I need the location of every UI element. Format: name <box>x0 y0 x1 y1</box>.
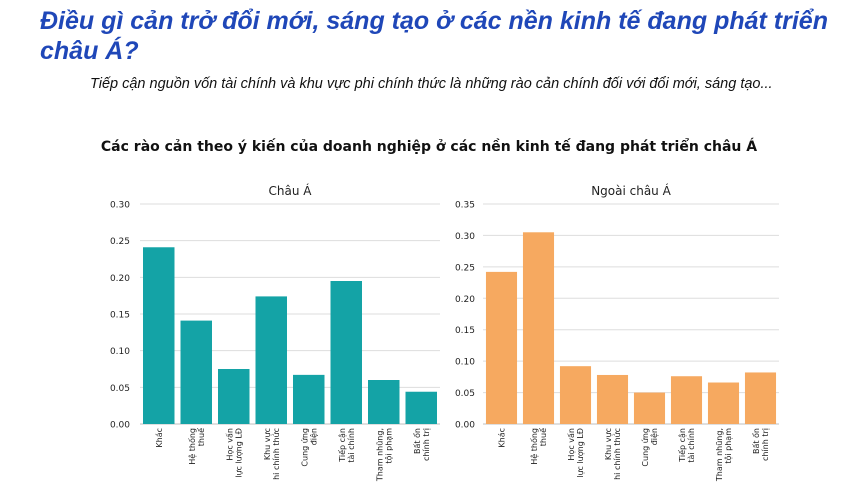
x-tick-label: Tiếp cậntài chính <box>677 428 696 463</box>
x-tick-label-line: Khu vực <box>604 428 614 460</box>
x-tick-label-line: Hệ thống <box>529 428 539 465</box>
x-tick-label-line: thuế <box>196 428 206 446</box>
x-tick-label-line: tài chính <box>347 428 356 463</box>
bar <box>255 296 287 424</box>
x-tick-label: Học vấnlực lượng LĐ <box>224 428 244 478</box>
y-tick-label: 0.30 <box>110 201 130 211</box>
x-tick-label: Học vấnlực lượng LĐ <box>566 428 586 478</box>
x-tick-label: Bất ổnchính trị <box>412 428 432 461</box>
panel-title: Châu Á <box>269 183 313 198</box>
x-tick-label-line: Tiếp cận <box>677 428 688 463</box>
y-tick-label: 0.10 <box>455 358 475 368</box>
bar <box>596 374 629 424</box>
x-tick-label-line: Khu vực <box>263 428 273 460</box>
bar <box>633 392 666 424</box>
bar <box>293 374 325 424</box>
x-tick-label: Khu vựchi chính thức <box>604 428 622 480</box>
x-tick-label-line: lực lượng LĐ <box>234 428 244 478</box>
slide-subtitle: Tiếp cận nguồn vốn tài chính và khu vực … <box>90 76 773 92</box>
bar <box>559 366 592 424</box>
x-tick-label: Cung ứngđiện <box>641 428 659 467</box>
bar <box>330 281 362 424</box>
x-tick-label-line: Bất ổn <box>751 428 761 454</box>
x-tick-label-line: điện <box>308 428 318 445</box>
x-tick-label-line: Tham nhũng, <box>375 428 384 482</box>
bar <box>405 391 437 424</box>
bar <box>143 247 175 424</box>
x-tick-label-line: tài chính <box>687 428 696 463</box>
bar <box>218 369 250 424</box>
x-tick-label-line: chính trị <box>422 428 432 461</box>
x-tick-label-line: Học vấn <box>566 428 576 461</box>
x-tick-label: Hệ thốngthuế <box>187 428 206 465</box>
x-tick-label: Hệ thốngthuế <box>529 428 548 465</box>
y-tick-label: 0.30 <box>455 232 475 242</box>
x-tick-label: Bất ổnchính trị <box>751 428 771 461</box>
x-tick-label: Khác <box>155 428 164 448</box>
x-tick-label-line: Học vấn <box>224 428 234 461</box>
chart-panel-other: Ngoài châu Á 0.00 0.05 0.10 0.15 0.20 0.25 0.30… <box>455 183 779 482</box>
bar <box>522 232 555 424</box>
x-tick-label-line: Bất ổn <box>412 428 422 454</box>
x-tick-label-line: Tham nhũng, <box>715 428 724 482</box>
y-tick-label: 0.15 <box>455 326 475 336</box>
panel-title: Ngoài châu Á <box>591 183 671 198</box>
y-tick-label: 0.25 <box>455 263 475 273</box>
y-tick-label: 0.15 <box>110 311 130 321</box>
y-tick-label: 0.05 <box>455 389 475 399</box>
x-tick-label: Tiếp cậntài chính <box>337 428 356 463</box>
bar <box>707 382 740 424</box>
x-tick-label-line: Khác <box>498 428 507 448</box>
y-tick-label: 0.05 <box>110 384 130 394</box>
bar <box>368 380 400 424</box>
y-tick-label: 0.20 <box>110 274 130 284</box>
slide-title: Điều gì cản trở đổi mới, sáng tạo ở các … <box>40 7 828 65</box>
x-tick-label-line: Cung ứng <box>641 428 650 467</box>
y-tick-label: 0.00 <box>110 421 130 431</box>
x-tick-label-line: lực lượng LĐ <box>576 428 586 478</box>
y-tick-label: 0.35 <box>455 201 475 211</box>
x-tick-label-line: tội phạm <box>383 428 394 464</box>
x-tick-label-line: Khác <box>155 428 164 448</box>
x-tick-label-line: chính trị <box>761 428 771 461</box>
bar <box>485 271 518 424</box>
x-tick-label-line: Tiếp cận <box>337 428 348 463</box>
x-tick-label: Tham nhũng,tội phạm <box>715 428 734 482</box>
y-tick-label: 0.10 <box>110 347 130 357</box>
x-tick-label-line: thuế <box>538 428 548 446</box>
x-tick-label-line: điện <box>649 428 659 445</box>
bar <box>180 320 212 424</box>
x-tick-label-line: Cung ứng <box>300 428 309 467</box>
x-tick-label-line: hi chính thức <box>613 428 622 480</box>
x-tick-label: Cung ứngđiện <box>300 428 318 467</box>
bar <box>670 376 703 424</box>
y-tick-label: 0.20 <box>455 295 475 305</box>
x-tick-label: Tham nhũng,tội phạm <box>375 428 394 482</box>
x-tick-label-line: hi chính thức <box>272 428 281 480</box>
x-tick-label: Khác <box>498 428 507 448</box>
x-tick-label-line: tội phạm <box>723 428 734 464</box>
bar <box>744 372 777 424</box>
chart-panel-asia: Châu Á 0.00 0.05 0.10 0.15 0.20 0.25 0.30 Khác Hệ… <box>110 183 440 482</box>
y-tick-label: 0.00 <box>455 421 475 431</box>
y-tick-label: 0.25 <box>110 237 130 247</box>
chart-heading: Các rào cản theo ý kiến của doanh nghiệp… <box>100 139 758 155</box>
x-tick-label: Khu vựchi chính thức <box>263 428 281 480</box>
x-tick-label-line: Hệ thống <box>187 428 197 465</box>
